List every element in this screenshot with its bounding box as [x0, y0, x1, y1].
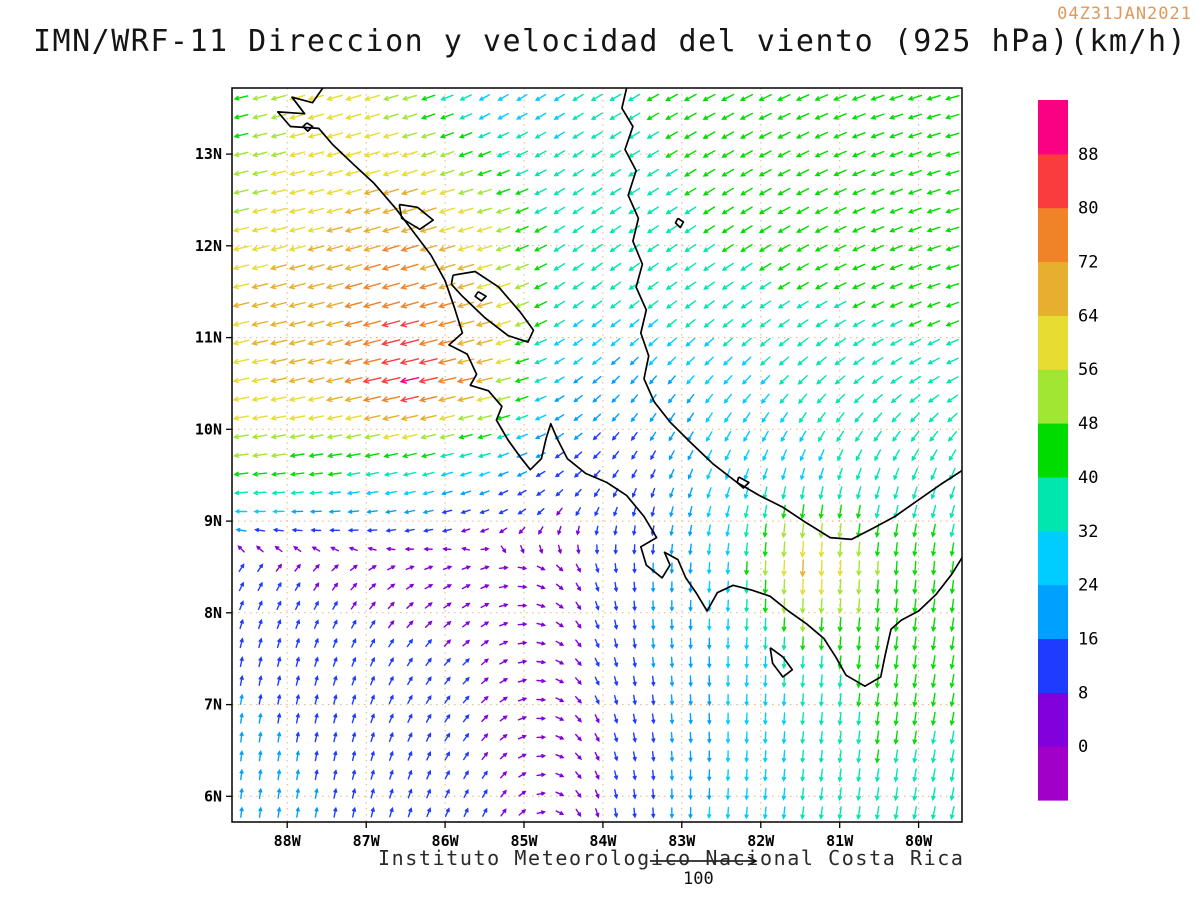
colorbar-segment	[1038, 584, 1068, 639]
coastline-path	[276, 88, 962, 688]
colorbar-segment	[1038, 207, 1068, 263]
colorbar-tick-label: 40	[1078, 468, 1098, 488]
colorbar: 0 8 16 24 32 40 48 56 64 72 80 88	[1038, 100, 1098, 801]
lat-tick-label: 9N	[204, 512, 222, 530]
colorbar-segment	[1038, 369, 1068, 424]
colorbar-segment	[1038, 530, 1068, 586]
coastline-path	[674, 217, 685, 229]
coastline-path	[474, 290, 487, 302]
colorbar-tick-label: 64	[1078, 306, 1098, 326]
run-timestamp: 04Z31JAN2021	[1057, 4, 1192, 24]
colorbar-tick-label: 8	[1078, 683, 1088, 703]
credit-text: Instituto Meteorologico Nacional Costa R…	[378, 846, 965, 870]
colorbar-segment	[1038, 423, 1068, 478]
coastline-path	[736, 476, 750, 489]
lat-tick-label: 6N	[204, 787, 222, 805]
lon-tick-label: 87W	[353, 832, 381, 850]
colorbar-segment	[1038, 692, 1068, 747]
chart-title: IMN/WRF-11 Direccion y velocidad del vie…	[33, 24, 1188, 59]
lat-tick-label: 8N	[204, 604, 222, 622]
lon-tick-label: 88W	[274, 832, 302, 850]
colorbar-tick-label: 56	[1078, 360, 1098, 380]
colorbar-tick-label: 48	[1078, 414, 1098, 434]
axis-ticks	[226, 153, 920, 828]
colorbar-tick-label: 72	[1078, 253, 1098, 273]
lat-tick-label: 11N	[195, 329, 222, 347]
lat-tick-label: 12N	[195, 237, 222, 255]
colorbar-tick-label: 80	[1078, 199, 1098, 219]
colorbar-segment	[1038, 261, 1068, 316]
colorbar-segment	[1038, 746, 1068, 801]
colorbar-segment	[1038, 315, 1068, 370]
colorbar-segment	[1038, 638, 1068, 693]
lon-tick-label: 80W	[905, 832, 933, 850]
colorbar-tick-label: 88	[1078, 145, 1098, 165]
lon-tick-label: 86W	[432, 832, 460, 850]
lon-tick-label: 81W	[826, 832, 854, 850]
axis-labels: 13N 12N 11N 10N 9N 8N 7N 6N 88W 87W 86W 85W 84W 83W 82…	[195, 145, 933, 850]
coastline-path	[769, 647, 794, 678]
coastline-path	[621, 88, 962, 541]
colorbar-segment	[1038, 100, 1068, 155]
lat-tick-label: 10N	[195, 420, 222, 438]
wind-vectors	[232, 93, 960, 821]
reference-vector	[650, 856, 758, 866]
lon-tick-label: 85W	[510, 832, 538, 850]
lon-tick-label: 84W	[589, 832, 617, 850]
coastline-path	[398, 203, 435, 231]
colorbar-tick-label: 24	[1078, 576, 1098, 596]
colorbar-tick-label: 0	[1078, 737, 1088, 757]
lat-tick-label: 7N	[204, 696, 222, 714]
lon-tick-label: 83W	[668, 832, 696, 850]
reference-vector-label: 100	[683, 869, 714, 889]
colorbar-tick-label: 16	[1078, 630, 1098, 650]
lon-tick-label: 82W	[747, 832, 775, 850]
coastline-path	[450, 270, 535, 343]
plot-frame	[231, 87, 963, 823]
coastline-path	[302, 122, 314, 132]
lat-tick-label: 13N	[195, 145, 222, 163]
coastline	[276, 88, 962, 688]
colorbar-tick-label: 32	[1078, 522, 1098, 542]
colorbar-segment	[1038, 476, 1068, 532]
colorbar-segment	[1038, 153, 1068, 209]
